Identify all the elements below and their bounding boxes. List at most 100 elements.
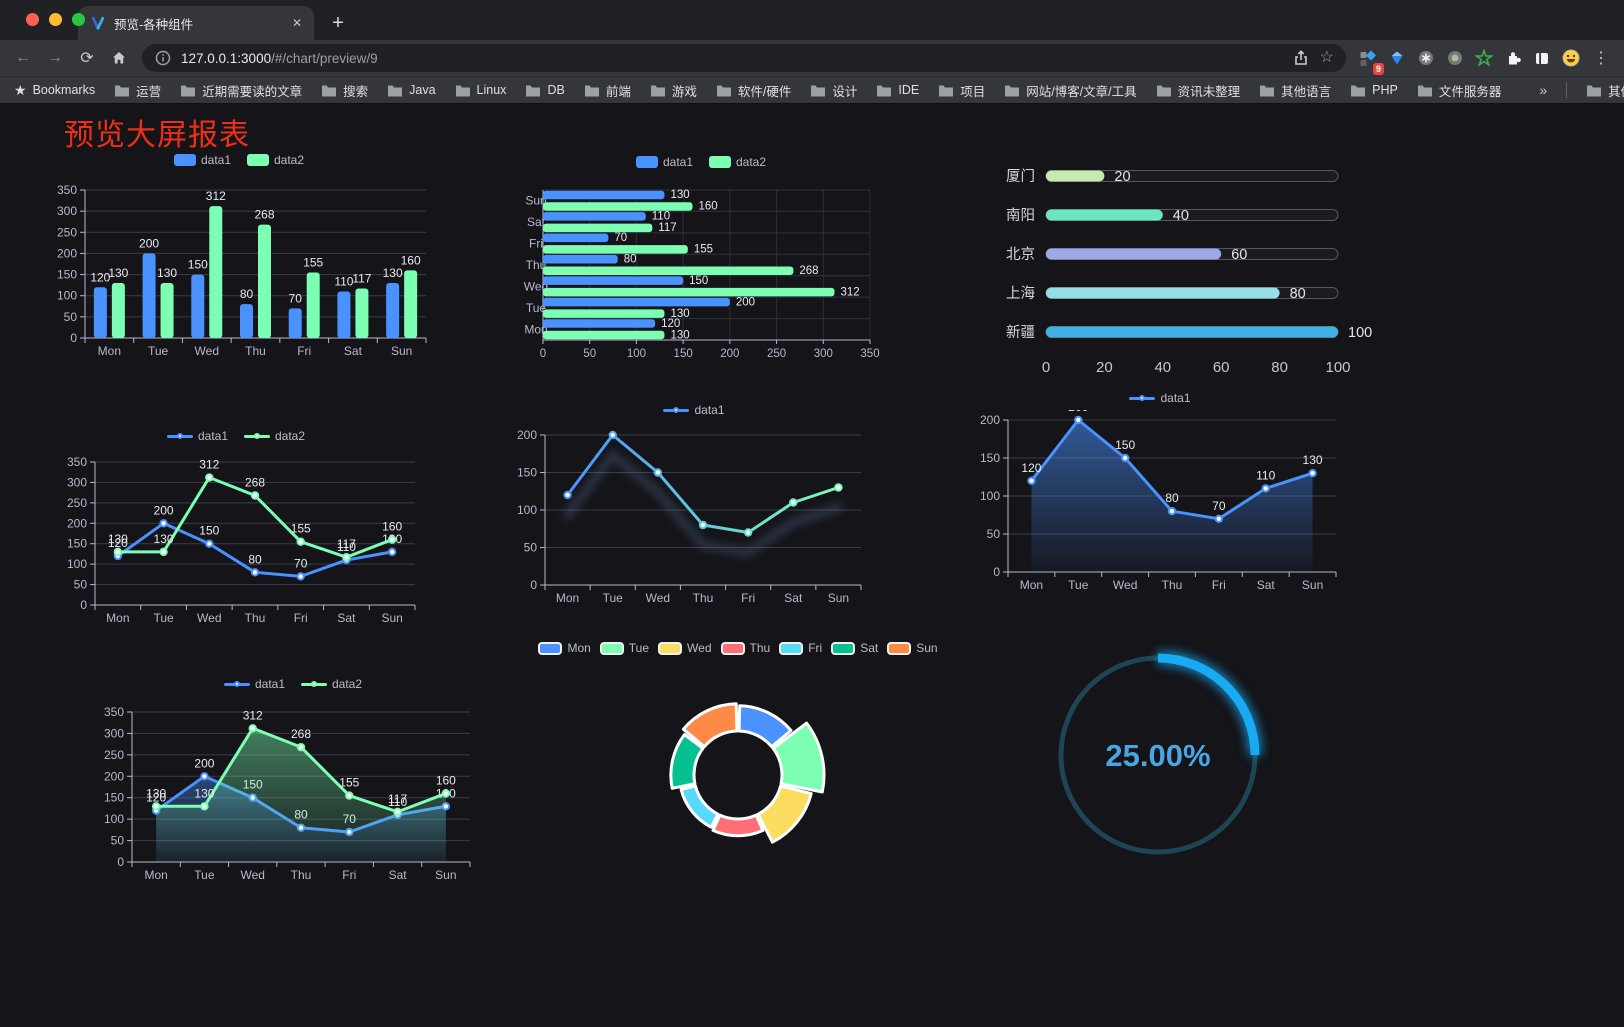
- svg-text:155: 155: [694, 244, 713, 256]
- folder-icon: [181, 85, 196, 96]
- legend-swatch: [173, 154, 196, 166]
- legend-item[interactable]: data1: [635, 155, 693, 169]
- legend-swatch: [709, 156, 731, 168]
- legend-item[interactable]: Sun: [887, 641, 938, 655]
- legend-item[interactable]: data1: [1129, 391, 1191, 405]
- bookmark-folder[interactable]: 设计: [810, 81, 857, 100]
- svg-text:130: 130: [194, 786, 214, 800]
- bookmark-folder[interactable]: 运营: [114, 81, 161, 100]
- extensions-puzzle-icon[interactable]: [1499, 45, 1526, 71]
- bookmark-folder-label: 项目: [960, 84, 986, 99]
- extension-grid-icon[interactable]: 9: [1354, 45, 1384, 75]
- legend-swatch: [223, 681, 250, 687]
- legend-item[interactable]: Thu: [720, 641, 770, 655]
- bookmark-folder[interactable]: 其他语言: [1259, 81, 1331, 100]
- svg-text:117: 117: [388, 792, 407, 806]
- menu-kebab-icon[interactable]: ⋮: [1593, 50, 1609, 67]
- svg-text:110: 110: [334, 274, 353, 288]
- legend-item[interactable]: data1: [663, 403, 725, 417]
- other-bookmarks-button[interactable]: 其他书签: [1586, 81, 1624, 100]
- two-series-area-chart-canvas: 0 50 100 150 200 250 300 350 Mon Tue Wed Thu Fri Sat S…: [104, 705, 471, 882]
- legend-item[interactable]: Mon: [538, 641, 591, 655]
- gauge-chart: 25.00%: [1038, 628, 1278, 884]
- svg-text:80: 80: [248, 552, 262, 566]
- legend-item[interactable]: Sat: [831, 641, 878, 655]
- bookmarks-root-button[interactable]: ★ Bookmarks: [14, 82, 95, 99]
- svg-text:0: 0: [70, 331, 77, 345]
- bookmark-folder[interactable]: 前端: [584, 81, 631, 100]
- grouped-bar-chart-canvas: 0 50 100 150 200 250 300 350 Mon Tue Wed Thu Fri Sat S…: [57, 183, 427, 358]
- svg-text:25.00%: 25.00%: [1105, 738, 1210, 773]
- svg-text:100: 100: [627, 348, 646, 360]
- legend-item[interactable]: data2: [301, 677, 362, 691]
- legend-item[interactable]: data1: [166, 429, 228, 443]
- svg-text:Wed: Wed: [646, 591, 670, 605]
- svg-text:300: 300: [67, 475, 87, 489]
- folder-icon: [1260, 85, 1275, 96]
- legend-item[interactable]: data2: [247, 153, 304, 167]
- svg-text:50: 50: [74, 578, 88, 592]
- close-window-button[interactable]: [26, 13, 39, 26]
- legend-item[interactable]: data1: [173, 153, 231, 167]
- extension-gem-icon[interactable]: [1383, 45, 1410, 71]
- bookmark-folder[interactable]: 软件/硬件: [716, 81, 791, 100]
- bookmark-folder[interactable]: Linux: [455, 83, 506, 97]
- fullscreen-window-button[interactable]: [72, 13, 85, 26]
- svg-text:150: 150: [67, 537, 87, 551]
- folder-icon: [716, 85, 731, 96]
- extension-badge: 9: [1372, 63, 1384, 75]
- sidebar-toggle-icon[interactable]: [1528, 45, 1555, 71]
- bookmark-folder[interactable]: 搜索: [321, 81, 368, 100]
- extension-green-star-icon[interactable]: [1470, 45, 1497, 71]
- bookmark-folder[interactable]: 网站/博客/文章/工具: [1004, 81, 1137, 100]
- svg-text:60: 60: [1213, 359, 1230, 376]
- svg-text:80: 80: [1290, 286, 1306, 302]
- address-bar[interactable]: 127.0.0.1:3000/#/chart/preview/9 ☆: [142, 44, 1346, 72]
- svg-text:110: 110: [1256, 468, 1275, 482]
- site-info-icon[interactable]: [154, 49, 172, 67]
- share-button[interactable]: [1292, 49, 1310, 67]
- extension-record-circle-icon[interactable]: [1441, 45, 1468, 71]
- legend-item[interactable]: data1: [223, 677, 285, 691]
- legend-item[interactable]: data2: [244, 429, 305, 443]
- legend-item[interactable]: data2: [709, 155, 766, 169]
- page-title: 预览大屏报表: [64, 119, 250, 152]
- back-button[interactable]: ←: [15, 49, 31, 66]
- legend-swatch: [244, 433, 270, 439]
- chart-legend: data1: [962, 386, 1358, 410]
- minimize-window-button[interactable]: [49, 13, 62, 26]
- svg-text:130: 130: [108, 532, 128, 546]
- svg-text:Fri: Fri: [342, 868, 356, 882]
- bookmark-folder-label: 近期需要读的文章: [202, 84, 303, 99]
- svg-text:130: 130: [108, 266, 128, 280]
- forward-button[interactable]: →: [47, 49, 63, 66]
- bookmark-folder[interactable]: 文件服务器: [1417, 81, 1501, 100]
- new-tab-button[interactable]: +: [332, 11, 344, 34]
- bookmarks-divider: [1566, 82, 1568, 98]
- reload-button[interactable]: ⟳: [80, 50, 94, 67]
- tab-close-icon[interactable]: ✕: [291, 16, 302, 30]
- bookmark-folder[interactable]: 游戏: [650, 81, 697, 100]
- bookmark-folder[interactable]: Java: [387, 83, 436, 97]
- home-button[interactable]: [104, 44, 134, 72]
- bookmarks-overflow-chevron[interactable]: »: [1539, 82, 1548, 98]
- svg-text:厦门: 厦门: [1006, 168, 1035, 185]
- bookmark-folder[interactable]: 近期需要读的文章: [180, 81, 302, 100]
- folder-icon: [322, 85, 337, 96]
- bookmark-folder[interactable]: 资讯未整理: [1156, 81, 1240, 100]
- legend-item[interactable]: Tue: [599, 641, 649, 655]
- profile-avatar-emoji[interactable]: [1557, 45, 1584, 71]
- legend-item[interactable]: Wed: [658, 641, 712, 655]
- bookmark-folder[interactable]: 项目: [938, 81, 985, 100]
- bookmark-folder[interactable]: IDE: [876, 83, 919, 97]
- legend-swatch: [538, 641, 563, 655]
- legend-item[interactable]: Fri: [779, 641, 822, 655]
- extension-asterisk-circle-icon[interactable]: [1412, 45, 1439, 71]
- svg-text:160: 160: [401, 253, 421, 267]
- bookmark-folder[interactable]: DB: [525, 83, 565, 97]
- svg-text:0: 0: [80, 598, 87, 612]
- browser-tab[interactable]: 预览-各种组件 ✕: [78, 6, 314, 40]
- bookmark-folder-label: 网站/博客/文章/工具: [1026, 84, 1137, 99]
- bookmark-star-icon[interactable]: ☆: [1319, 49, 1334, 66]
- bookmark-folder[interactable]: PHP: [1350, 83, 1398, 97]
